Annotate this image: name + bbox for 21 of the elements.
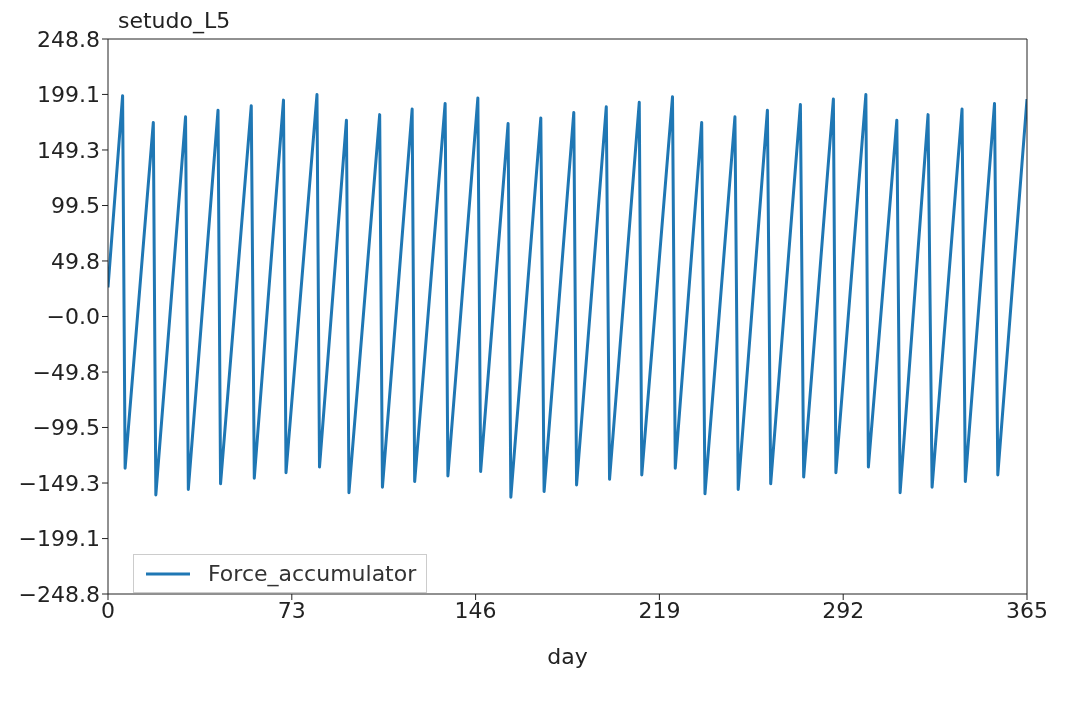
x-axis-title: day [547,644,588,669]
x-tick-label: 292 [822,597,865,623]
y-tick-label: 248.8 [37,26,100,52]
y-tick-label: −49.8 [32,359,100,385]
chart-title: setudo_L5 [118,8,231,33]
x-tick-label: 219 [638,597,681,623]
line-series [108,93,1027,499]
y-tick-label: −99.5 [32,415,100,441]
y-tick-label: −0.0 [46,304,100,330]
x-tick-label: 146 [454,597,497,623]
x-tick-label: 73 [277,597,306,623]
y-tick-label: 149.3 [37,137,100,163]
x-tick-label: 365 [1006,597,1048,623]
y-tick-label: 99.5 [51,193,100,219]
y-tick-label: 199.1 [37,82,100,108]
x-tick-label: 0 [101,597,115,623]
y-tick-label: −199.1 [18,526,100,552]
y-tick-label: −149.3 [18,470,100,496]
legend-label: Force_accumulator [208,561,417,586]
y-tick-label: −248.8 [18,581,100,607]
y-tick-label: 49.8 [51,248,100,274]
